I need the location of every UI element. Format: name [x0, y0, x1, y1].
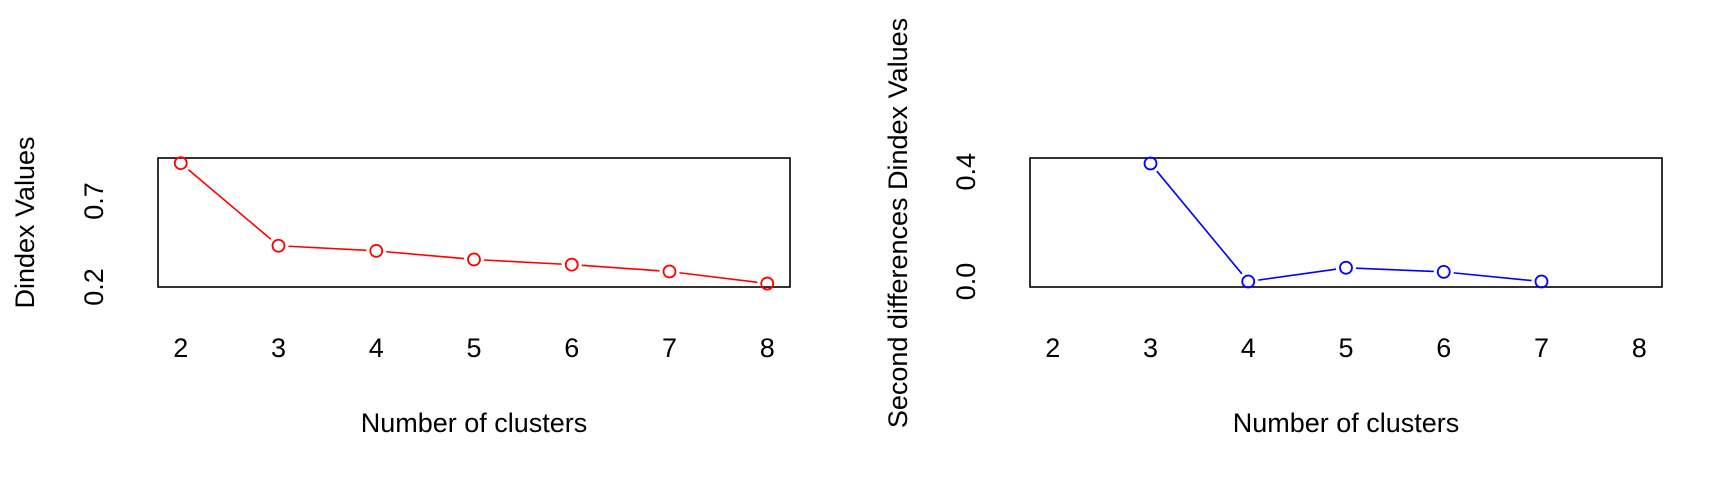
data-point: [1534, 274, 1549, 289]
data-point: [1339, 260, 1353, 275]
x-tick-label: 5: [1338, 333, 1353, 363]
x-tick-label: 3: [271, 333, 286, 363]
series-segment: [1355, 267, 1434, 273]
data-point: [564, 257, 579, 272]
data-point: [1436, 265, 1451, 279]
x-axis-title: Number of clusters: [361, 408, 588, 438]
series-segment: [581, 264, 660, 272]
x-tick-label: 2: [173, 333, 188, 363]
y-axis-title: Dindex Values: [10, 136, 40, 308]
panel-second-differences: 2 3 4 5 6 7 8 0.0 0.4 Number of clusters Second di…: [883, 18, 1663, 438]
data-point: [760, 276, 775, 291]
x-tick-label: 4: [369, 333, 384, 363]
series-segment: [187, 169, 272, 240]
plot-frame: [157, 157, 791, 288]
x-tick-label: 7: [662, 333, 677, 363]
series-segment: [288, 245, 367, 252]
x-tick-label: 3: [1143, 333, 1158, 363]
plot-frame: [1029, 157, 1663, 288]
y-axis-title: Second differences Dindex Values: [883, 18, 913, 428]
x-tick-label: 8: [760, 333, 775, 363]
x-tick-label: 2: [1045, 333, 1060, 363]
y-tick-label: 0.7: [79, 182, 109, 220]
data-point: [467, 252, 481, 267]
x-tick-label: 7: [1534, 333, 1549, 363]
data-point: [173, 156, 188, 171]
x-tick-label: 6: [1436, 333, 1451, 363]
y-tick-label: 0.0: [951, 263, 981, 301]
x-tick-label: 6: [564, 333, 579, 363]
series-segment: [386, 250, 465, 260]
series-segment: [1156, 170, 1243, 275]
x-tick-label: 8: [1632, 333, 1647, 363]
series-segment: [1453, 272, 1532, 282]
x-axis-title: Number of clusters: [1233, 408, 1460, 438]
panel-dindex-values: 2 3 4 5 6 7 8 0.2 0.7 Number of clusters Dindex Va…: [10, 136, 791, 438]
y-tick-label: 0.4: [951, 153, 981, 191]
series-segment: [679, 271, 758, 284]
x-tick-label: 5: [466, 333, 481, 363]
data-point: [1241, 274, 1256, 289]
y-tick-label: 0.2: [79, 268, 109, 306]
series-segment: [483, 259, 562, 265]
data-point: [662, 264, 677, 279]
x-tick-label: 4: [1241, 333, 1256, 363]
data-point: [1143, 156, 1158, 171]
series-segment: [1258, 268, 1337, 281]
data-point: [271, 238, 286, 253]
data-point: [369, 243, 384, 258]
